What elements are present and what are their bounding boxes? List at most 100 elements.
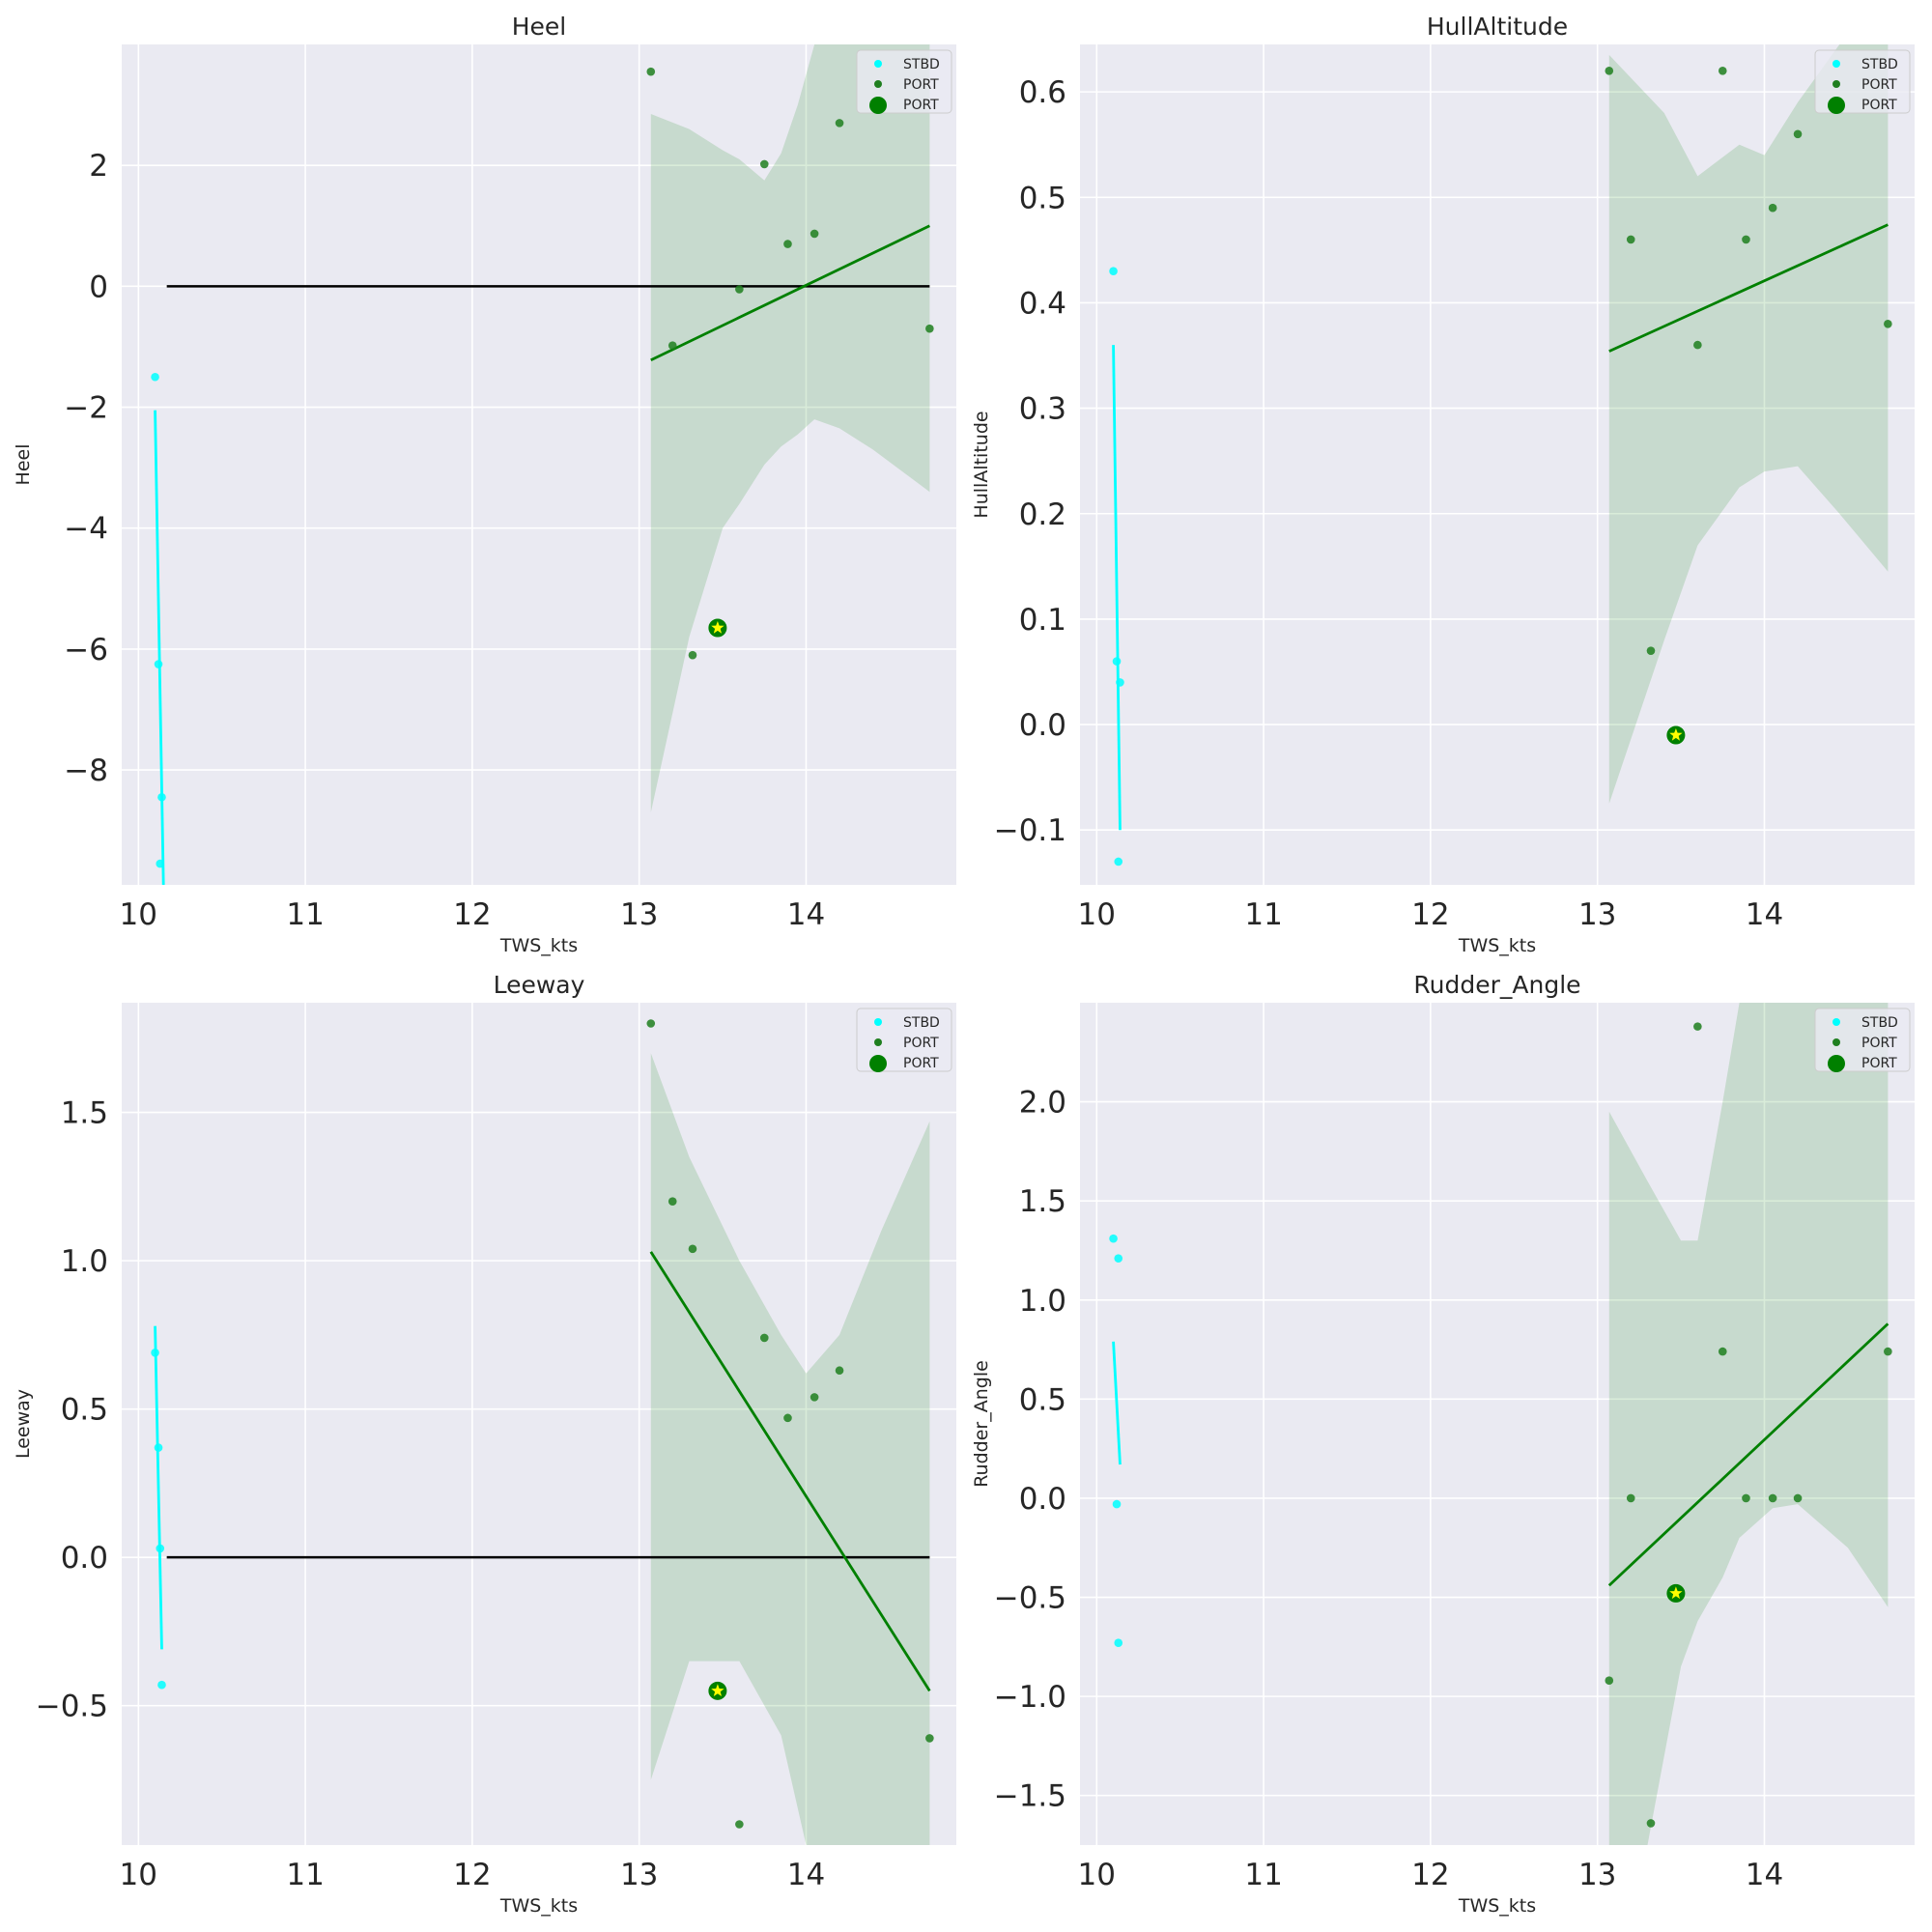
legend-marker-stbd	[1833, 1018, 1840, 1026]
x-axis-label: TWS_kts	[499, 935, 578, 956]
data-point-port	[1794, 1494, 1803, 1503]
data-point-port	[810, 230, 819, 239]
data-point-port	[1627, 236, 1635, 244]
data-point-port	[1693, 1022, 1702, 1031]
data-point-port	[1647, 1819, 1656, 1828]
y-tick-label: 1.5	[61, 1096, 108, 1131]
legend-marker-stbd	[874, 1018, 882, 1026]
y-tick-label: 0.6	[1019, 75, 1066, 110]
data-point-port	[689, 651, 697, 660]
data-point-stbd	[151, 1349, 159, 1357]
y-tick-label: 2	[89, 149, 108, 184]
legend: STBD PORT PORT	[857, 50, 952, 114]
legend-label: PORT	[1861, 1036, 1897, 1051]
legend: STBD PORT PORT	[1815, 50, 1910, 114]
y-tick-label: 0.0	[1019, 708, 1066, 743]
legend-marker-port	[869, 97, 887, 114]
data-point-stbd	[1113, 657, 1122, 666]
y-tick-label: 0.1	[1019, 603, 1066, 638]
data-point-port	[1605, 67, 1613, 75]
data-point-port	[1769, 1494, 1777, 1503]
data-point-port	[1769, 204, 1777, 213]
data-point-stbd	[157, 1681, 166, 1690]
legend-marker-port	[869, 1055, 887, 1072]
subplot-rudder-angle: 10 11 12 13 14 −1.5 −1.0 −0.5 0.0 0.5 1.0 1.5 2.0 Rud…	[971, 971, 1915, 1917]
legend-label: STBD	[903, 1015, 940, 1031]
y-tick-label: 0.3	[1019, 392, 1066, 427]
y-tick-label: 0.2	[1019, 497, 1066, 532]
data-point-stbd	[1109, 267, 1118, 275]
y-axis-label: Heel	[13, 444, 34, 486]
chart-title: HullAltitude	[1427, 13, 1568, 41]
data-point-port	[836, 1366, 844, 1375]
y-tick-label: −1.0	[994, 1680, 1066, 1715]
subplot-leeway: 10 11 12 13 14 −0.5 0.0 0.5 1.0 1.5 Leeway TWS_kts L…	[13, 971, 956, 1917]
legend-marker-port	[1828, 1055, 1845, 1072]
x-tick-label: 13	[1578, 897, 1616, 932]
y-tick-label: 0.5	[1019, 1382, 1066, 1417]
legend-label: PORT	[903, 98, 939, 113]
data-point-port	[668, 1197, 677, 1206]
data-point-port	[760, 160, 769, 169]
x-tick-label: 14	[1746, 1858, 1783, 1892]
x-tick-label: 11	[1244, 1858, 1282, 1892]
x-tick-label: 12	[1411, 897, 1449, 932]
legend-label: PORT	[903, 1036, 939, 1051]
x-tick-label: 14	[1746, 897, 1783, 932]
chart-title: Rudder_Angle	[1413, 971, 1580, 999]
x-tick-label: 13	[1578, 1858, 1616, 1892]
legend-label: STBD	[903, 57, 940, 72]
data-point-stbd	[1114, 858, 1122, 867]
x-tick-label: 12	[1411, 1858, 1449, 1892]
x-tick-label: 10	[1078, 1858, 1116, 1892]
data-point-port	[1693, 341, 1702, 350]
x-tick-label: 13	[620, 897, 658, 932]
data-point-port	[1742, 1494, 1750, 1503]
y-tick-label: 0.4	[1019, 286, 1066, 321]
data-point-port	[783, 240, 792, 248]
legend-marker-port	[1828, 97, 1845, 114]
y-tick-label: 0.5	[61, 1393, 108, 1428]
x-tick-label: 10	[1078, 897, 1116, 932]
data-point-port	[925, 1734, 934, 1743]
data-point-stbd	[1109, 1235, 1118, 1243]
y-tick-label: −2	[64, 391, 108, 426]
y-tick-label: 0.0	[1019, 1482, 1066, 1517]
data-point-port	[646, 68, 655, 76]
x-tick-label: 12	[453, 1858, 491, 1892]
data-point-stbd	[1114, 1638, 1122, 1647]
data-point-port	[1605, 1676, 1613, 1685]
chart-title: Leeway	[494, 971, 585, 999]
data-point-port	[1884, 320, 1892, 328]
subplot-heel: 10 11 12 13 14 −8 −6 −4 −2 0 2 Heel TWS_kts Heel STBD P…	[13, 13, 956, 956]
data-point-port	[1742, 236, 1750, 244]
data-point-port	[760, 1334, 769, 1343]
x-tick-label: 10	[120, 1858, 157, 1892]
data-point-port	[810, 1393, 819, 1402]
data-point-port	[646, 1019, 655, 1028]
legend-label: PORT	[1861, 77, 1897, 93]
y-tick-label: −1.5	[994, 1779, 1066, 1814]
legend-marker-port	[1833, 80, 1840, 88]
data-point-port	[689, 1245, 697, 1254]
y-tick-label: 1.0	[61, 1244, 108, 1279]
y-tick-label: 1.5	[1019, 1184, 1066, 1219]
y-tick-label: −0.5	[36, 1690, 108, 1724]
x-tick-label: 11	[1244, 897, 1282, 932]
legend-label: STBD	[1861, 57, 1898, 72]
y-tick-label: −0.5	[994, 1581, 1066, 1616]
y-tick-label: 1.0	[1019, 1284, 1066, 1319]
data-point-port	[735, 1820, 744, 1829]
x-tick-label: 14	[787, 1858, 825, 1892]
y-tick-label: 2.0	[1019, 1086, 1066, 1121]
legend-label: PORT	[903, 1056, 939, 1071]
x-axis-label: TWS_kts	[1458, 1895, 1536, 1917]
x-tick-label: 10	[120, 897, 157, 932]
legend-label: PORT	[1861, 1056, 1897, 1071]
data-point-port	[1719, 1348, 1727, 1356]
legend: STBD PORT PORT	[857, 1009, 952, 1072]
data-point-port	[1627, 1494, 1635, 1503]
data-point-port	[1884, 1348, 1892, 1356]
data-point-port	[836, 119, 844, 128]
